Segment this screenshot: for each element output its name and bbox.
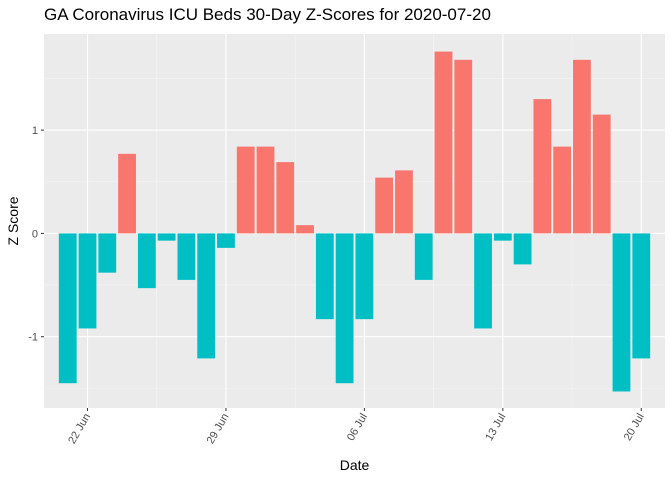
bar [217,233,235,248]
bar [375,177,394,234]
bar [335,233,354,384]
bar [296,225,314,234]
x-axis: 22 Jun 29 Jun 06 Jul 13 Jul 20 Jul [66,408,647,446]
y-axis: -1 0 1 [28,125,44,344]
bar [493,233,512,241]
y-tick-label: -1 [28,332,38,344]
bar [137,233,156,289]
x-tick-label: 13 Jul [483,411,508,442]
bar [414,233,433,280]
bar [553,146,572,234]
bar [395,170,413,234]
x-tick-label: 06 Jul [345,412,370,443]
bar [256,146,275,234]
y-axis-title: Z Score [5,196,21,245]
bar [474,233,492,329]
bars [58,51,651,392]
bar [533,99,552,234]
y-tick-label: 0 [32,228,38,240]
bar [573,59,591,234]
x-tick-label: 29 Jun [205,412,232,447]
bar [177,233,196,280]
bar [98,233,117,273]
bar [315,233,334,320]
x-tick-label: 22 Jun [66,412,93,447]
bar [197,233,216,359]
bar [355,233,374,320]
bar [592,114,611,234]
bar [157,233,176,241]
bar [118,153,136,234]
bar [78,233,97,329]
bar [454,59,473,234]
y-tick-label: 1 [32,125,38,137]
bar [276,162,295,234]
bar [513,233,532,265]
bar [612,233,631,392]
bar [632,233,651,359]
bar [236,146,255,234]
x-tick-label: 20 Jul [622,412,647,443]
bar [434,51,453,234]
x-axis-title: Date [340,457,370,473]
chart-title: GA Coronavirus ICU Beds 30-Day Z-Scores … [44,5,491,24]
bar [58,233,77,384]
